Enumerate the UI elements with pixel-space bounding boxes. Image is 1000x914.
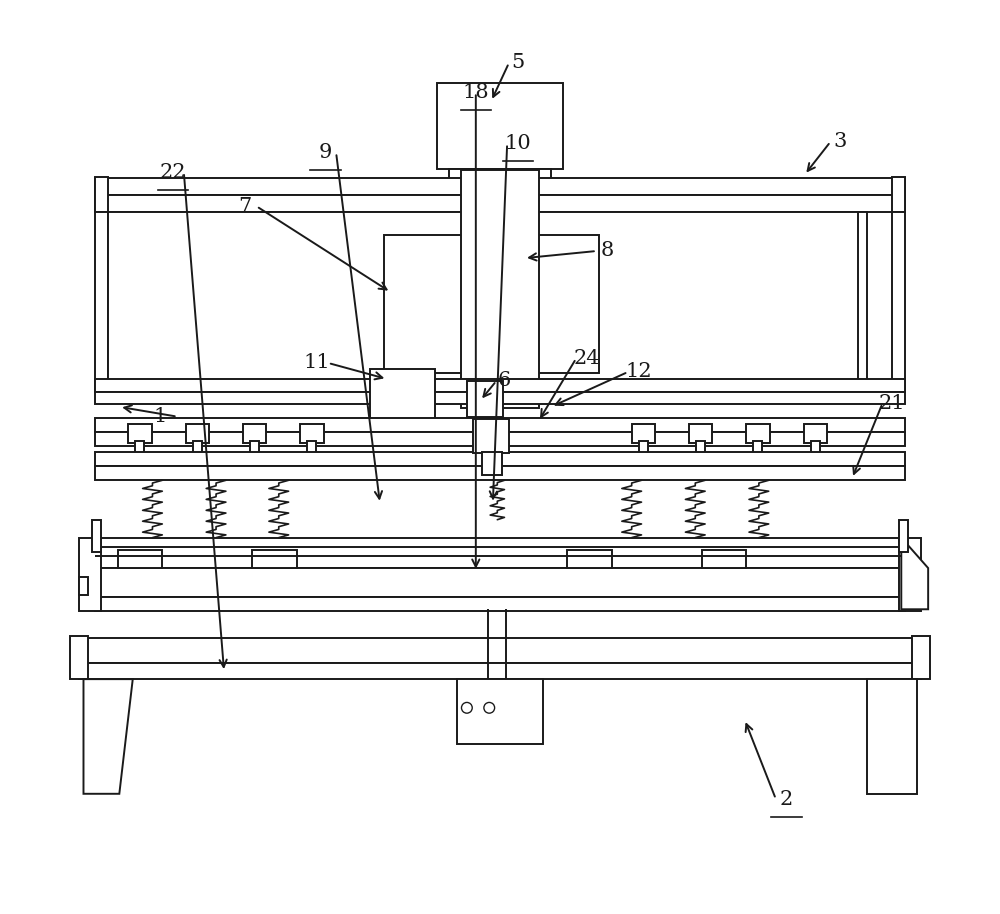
Bar xyxy=(300,424,324,442)
Text: 2: 2 xyxy=(780,790,793,809)
Bar xyxy=(95,452,905,466)
Bar xyxy=(461,170,539,408)
Bar xyxy=(696,441,705,457)
Bar xyxy=(912,636,930,679)
Text: 11: 11 xyxy=(303,354,330,372)
Text: 10: 10 xyxy=(505,134,531,153)
Bar xyxy=(307,441,316,457)
Bar xyxy=(899,537,921,611)
Text: 9: 9 xyxy=(319,143,332,162)
Bar xyxy=(473,420,509,453)
Bar xyxy=(912,577,921,595)
Polygon shape xyxy=(901,537,928,610)
Bar xyxy=(250,441,259,457)
Bar xyxy=(639,441,648,457)
Text: 21: 21 xyxy=(879,394,906,413)
Bar xyxy=(457,679,543,744)
Bar xyxy=(193,441,202,457)
Text: 24: 24 xyxy=(574,349,600,368)
Bar xyxy=(449,168,551,188)
Bar xyxy=(95,178,905,195)
Bar xyxy=(118,550,162,569)
Bar xyxy=(243,424,266,442)
Bar xyxy=(95,391,905,404)
Text: 6: 6 xyxy=(498,371,511,390)
Bar xyxy=(133,212,144,391)
Bar xyxy=(384,235,599,373)
Polygon shape xyxy=(83,679,133,793)
Bar xyxy=(95,597,905,611)
Bar xyxy=(95,537,905,569)
Bar xyxy=(811,441,820,457)
Bar xyxy=(804,424,827,442)
Bar xyxy=(437,82,563,168)
Bar xyxy=(92,520,101,552)
Circle shape xyxy=(461,703,472,713)
Text: 5: 5 xyxy=(511,53,525,72)
Circle shape xyxy=(484,703,495,713)
Bar xyxy=(632,424,655,442)
Bar xyxy=(79,537,101,611)
Text: 3: 3 xyxy=(834,133,847,151)
Bar xyxy=(95,432,905,446)
Bar xyxy=(702,550,746,569)
Text: 18: 18 xyxy=(463,83,489,102)
Bar xyxy=(467,381,503,417)
Text: 8: 8 xyxy=(601,241,614,260)
Bar xyxy=(252,550,297,569)
Polygon shape xyxy=(867,679,917,793)
Bar xyxy=(79,577,88,595)
Bar xyxy=(753,441,762,457)
Bar xyxy=(186,424,209,442)
Bar xyxy=(892,176,905,212)
Bar xyxy=(95,212,108,391)
Bar xyxy=(689,424,712,442)
Bar xyxy=(482,452,502,475)
Text: 1: 1 xyxy=(153,408,166,426)
Bar xyxy=(856,212,867,391)
Bar xyxy=(79,638,921,663)
Text: 12: 12 xyxy=(626,363,652,381)
Bar xyxy=(567,550,612,569)
Bar xyxy=(95,569,905,597)
Bar xyxy=(899,520,908,552)
Bar xyxy=(370,369,435,421)
Bar xyxy=(79,663,921,679)
Bar xyxy=(135,441,144,457)
Bar xyxy=(746,424,770,442)
Text: 22: 22 xyxy=(160,163,186,182)
Bar xyxy=(95,195,905,212)
Bar xyxy=(95,176,108,212)
Bar xyxy=(70,636,88,679)
Bar xyxy=(108,212,858,391)
Bar xyxy=(95,466,905,480)
Bar xyxy=(95,379,905,391)
Bar xyxy=(128,424,152,442)
Text: 7: 7 xyxy=(238,197,251,216)
Bar xyxy=(892,212,905,391)
Bar xyxy=(95,418,905,432)
